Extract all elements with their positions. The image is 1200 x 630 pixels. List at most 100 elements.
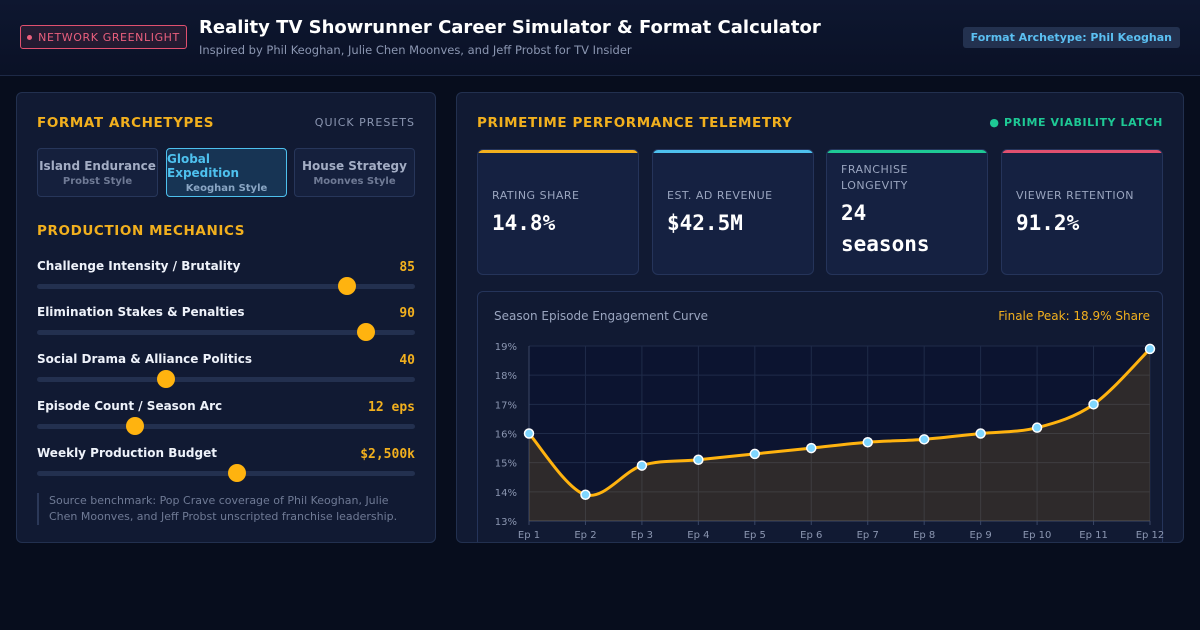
slider-label: Elimination Stakes & Penalties [37,305,245,319]
slider-label: Episode Count / Season Arc [37,399,223,413]
slider-thumb[interactable] [228,464,247,482]
y-tick-label: 18% [495,371,517,382]
data-point [1031,422,1043,433]
x-tick-label: Ep 10 [1023,530,1052,541]
x-tick-label: Ep 4 [687,530,709,541]
x-tick-label: Ep 7 [857,530,879,541]
data-point [806,442,817,454]
episode-count-slider: Episode Count / Season Arc 12 eps [37,399,415,435]
slider-value: 85 [399,260,415,275]
card-label: EST. AD REVENUE [667,189,773,202]
latch-label: PRIME VIABILITY LATCH [1004,116,1163,129]
data-point [693,454,704,465]
slider-thumb[interactable] [356,323,375,341]
slider-thumb[interactable] [337,277,356,295]
preset-title: Global Expedition [167,151,240,180]
ad-revenue-card: EST. AD REVENUE $42.5M [652,149,814,275]
card-label: RATING SHARE [492,189,580,202]
viewer-retention-card: VIEWER RETENTION 91.2% [1001,149,1163,275]
card-accent-bar [478,150,638,153]
slider-thumb[interactable] [156,370,175,388]
card-value: 91.2% [1016,211,1080,235]
format-archetypes-title: FORMAT ARCHETYPES [37,115,215,131]
app-header: NETWORK GREENLIGHT Reality TV Showrunner… [0,0,1200,76]
card-label: VIEWER RETENTION [1016,189,1135,202]
y-tick-label: 14% [495,488,517,499]
preset-title: House Strategy [302,158,407,173]
x-tick-label: Ep 11 [1079,530,1108,541]
card-accent-bar [1002,150,1162,153]
production-budget-slider: Weekly Production Budget $2,500k [37,446,415,482]
x-tick-label: Ep 8 [913,530,935,541]
slider-track[interactable] [37,377,415,382]
preset-island-endurance[interactable]: Island Endurance Probst Style [37,148,158,197]
slider-value: $2,500k [360,447,415,462]
data-point [580,489,591,500]
data-point [918,434,930,445]
page-subtitle: Inspired by Phil Keoghan, Julie Chen Moo… [199,43,632,57]
card-accent-bar [653,150,813,153]
series-area-fill [529,348,1150,521]
controls-panel: FORMAT ARCHETYPES QUICK PRESETS Island E… [16,92,436,543]
badge-label: NETWORK GREENLIGHT [38,30,180,44]
preset-subtitle: Moonves Style [313,175,396,187]
data-point [1144,343,1156,355]
chart-peak-label: Finale Peak: 18.9% Share [998,309,1150,323]
y-tick-label: 17% [495,400,517,411]
slider-track[interactable] [37,330,415,335]
production-mechanics-title: PRODUCTION MECHANICS [37,223,246,239]
slider-label: Weekly Production Budget [37,446,217,460]
card-value: 14.8% [492,211,556,235]
slider-thumb[interactable] [126,417,145,435]
data-point [862,437,873,448]
engagement-line-chart: 13% 14% 15% 16% 17% 18% 19% Ep 1 Ep 2 Ep 3 Ep 4 Ep … [495,342,1164,541]
slider-track[interactable] [37,471,415,476]
slider-track[interactable] [37,424,415,429]
rating-share-card: RATING SHARE 14.8% [477,149,639,275]
y-tick-label: 15% [495,459,517,470]
preset-subtitle: Probst Style [62,175,133,187]
x-tick-label: Ep 2 [574,530,596,541]
preset-global-expedition[interactable]: Global Expedition Keoghan Style [166,148,287,197]
page-title: Reality TV Showrunner Career Simulator &… [199,17,821,38]
preset-title: Island Endurance [39,158,156,173]
slider-label: Challenge Intensity / Brutality [37,259,241,273]
slider-track[interactable] [37,284,415,289]
data-point [975,428,986,439]
telemetry-title: PRIMETIME PERFORMANCE TELEMETRY [477,115,793,131]
chart-title: Season Episode Engagement Curve [494,309,709,323]
card-value: $42.5M [667,211,743,235]
card-accent-bar [827,150,987,153]
x-tick-label: Ep 6 [800,530,822,541]
x-tick-label: Ep 12 [1136,530,1164,541]
social-drama-slider: Social Drama & Alliance Politics 40 [37,352,415,388]
series-line [527,347,1152,497]
format-archetype-pill: Format Archetype: Phil Keoghan [962,27,1180,48]
prime-viability-latch: ● PRIME VIABILITY LATCH [989,116,1163,129]
slider-value: 12 eps [368,400,415,415]
telemetry-panel: PRIMETIME PERFORMANCE TELEMETRY ● PRIME … [456,92,1184,543]
engagement-chart-card: Season Episode Engagement Curve Finale P… [477,291,1164,542]
preset-house-strategy[interactable]: House Strategy Moonves Style [294,148,415,197]
data-point [636,460,648,471]
status-dot-icon [27,34,33,40]
challenge-intensity-slider: Challenge Intensity / Brutality 85 [37,259,415,295]
source-note: Source benchmark: Pop Crave coverage of … [37,493,405,525]
network-greenlight-badge: NETWORK GREENLIGHT [20,25,187,49]
slider-value: 90 [399,306,415,321]
slider-label: Social Drama & Alliance Politics [37,352,252,366]
quick-presets-label: QUICK PRESETS [314,116,415,129]
elimination-stakes-slider: Elimination Stakes & Penalties 90 [37,305,415,341]
data-point [1088,399,1099,410]
y-tick-label: 16% [495,430,517,441]
franchise-longevity-card: FRANCHISE LONGEVITY 24 seasons [826,149,988,275]
y-tick-label: 13% [495,517,517,528]
x-tick-label: Ep 9 [970,530,992,541]
card-label: FRANCHISE LONGEVITY [841,163,908,192]
preset-subtitle: Keoghan Style [185,182,268,194]
card-value: 24 seasons [841,201,930,256]
data-point [749,448,761,460]
x-tick-label: Ep 1 [518,530,540,541]
data-point [523,428,535,439]
x-tick-label: Ep 5 [744,530,766,541]
